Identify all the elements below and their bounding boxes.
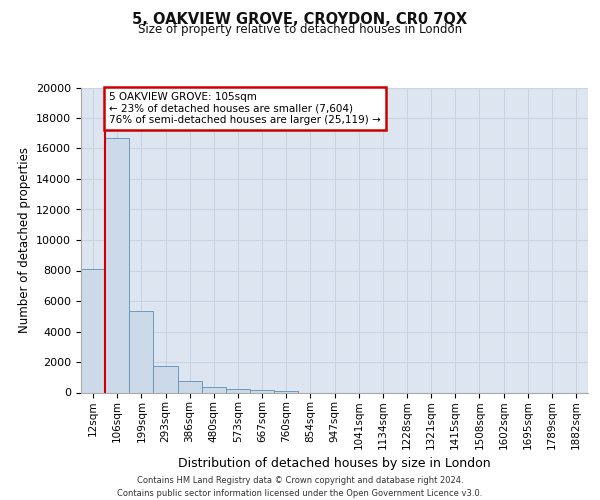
Text: 5 OAKVIEW GROVE: 105sqm
← 23% of detached houses are smaller (7,604)
76% of semi: 5 OAKVIEW GROVE: 105sqm ← 23% of detache… (109, 92, 380, 126)
X-axis label: Distribution of detached houses by size in London: Distribution of detached houses by size … (178, 457, 491, 470)
Text: Size of property relative to detached houses in London: Size of property relative to detached ho… (138, 22, 462, 36)
Bar (274, 390, 298, 392)
Bar (129, 311, 154, 392)
Bar (105, 138, 129, 392)
Bar (178, 381, 202, 392)
Text: Contains HM Land Registry data © Crown copyright and database right 2024.
Contai: Contains HM Land Registry data © Crown c… (118, 476, 482, 498)
Bar (226, 389, 250, 392)
Bar (81, 269, 105, 392)
Y-axis label: Number of detached properties: Number of detached properties (17, 147, 31, 333)
Bar (250, 390, 274, 392)
Bar (202, 387, 226, 392)
Text: 5, OAKVIEW GROVE, CROYDON, CR0 7QX: 5, OAKVIEW GROVE, CROYDON, CR0 7QX (133, 12, 467, 28)
Bar (154, 366, 178, 392)
